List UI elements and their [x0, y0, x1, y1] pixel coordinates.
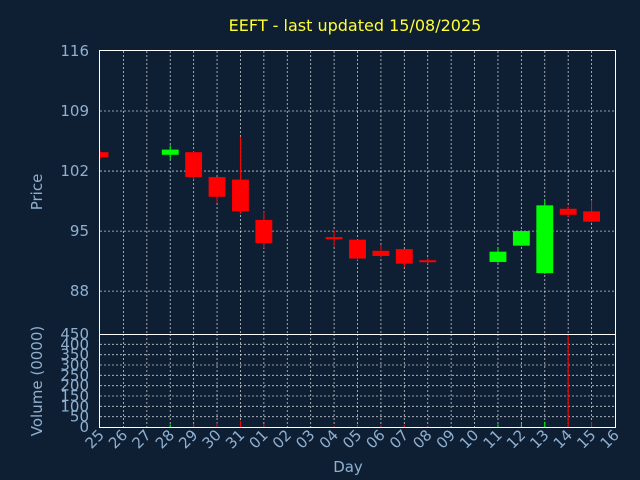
- price-tick-label: 88: [70, 282, 89, 300]
- x-tick-label: 06: [363, 426, 389, 452]
- candle-body: [559, 208, 577, 215]
- candle-body: [583, 211, 601, 222]
- candle-body: [395, 249, 413, 264]
- x-tick-label: 09: [433, 426, 459, 452]
- x-tick-label: 14: [550, 426, 576, 452]
- candle-body: [536, 205, 554, 274]
- x-tick-label: 08: [409, 426, 435, 452]
- x-tick-label: 13: [526, 426, 552, 452]
- x-tick-label: 05: [339, 426, 365, 452]
- volume-panel-frame: [99, 334, 616, 428]
- x-tick-label: 07: [386, 426, 412, 452]
- x-tick-label: 26: [105, 426, 131, 452]
- volume-tick-label: 450: [60, 325, 89, 343]
- x-tick-label: 10: [456, 426, 482, 452]
- x-tick-label: 01: [245, 426, 271, 452]
- x-tick-label: 11: [480, 426, 506, 452]
- candle-body: [185, 152, 203, 178]
- candle-layer: [99, 136, 601, 274]
- x-tick-label: 28: [152, 426, 178, 452]
- candle-body: [512, 231, 530, 246]
- candle-body: [349, 239, 366, 259]
- volume-tick-label: 350: [60, 346, 89, 364]
- candle-body: [325, 237, 343, 240]
- price-axis-label: Price: [28, 174, 46, 211]
- x-tick-label: 29: [175, 426, 201, 452]
- price-tick-label: 95: [70, 222, 89, 240]
- x-axis-label: Day: [333, 458, 363, 476]
- volume-tick-label: 250: [60, 366, 89, 384]
- candle-body: [100, 152, 109, 158]
- x-tick-label: 15: [573, 426, 599, 452]
- candle-body: [161, 149, 179, 155]
- x-tick-label: 03: [292, 426, 318, 452]
- candle-body: [489, 251, 507, 262]
- x-tick-label: 31: [222, 426, 248, 452]
- volume-layer: [169, 334, 593, 427]
- volume-tick-label: 50: [70, 408, 89, 426]
- candle-body: [372, 250, 390, 256]
- volume-tick-label: 300: [60, 356, 89, 374]
- x-tick-label: 04: [316, 426, 342, 452]
- candle-body: [232, 179, 249, 212]
- volume-axis-label: Volume (0000): [28, 326, 46, 436]
- x-tick-label: 30: [199, 426, 225, 452]
- x-tick-label: 02: [269, 426, 295, 452]
- x-tick-label: 16: [597, 426, 623, 452]
- candle-body: [255, 219, 273, 244]
- volume-tick-label: 0: [79, 418, 89, 436]
- candle-body: [419, 260, 437, 263]
- volume-tick-label: 100: [60, 397, 89, 415]
- volume-tick-label: 400: [60, 335, 89, 353]
- price-tick-label: 116: [60, 42, 89, 60]
- grid-layer: [100, 51, 615, 427]
- candle-body: [208, 177, 226, 197]
- x-tick-label: 27: [128, 426, 154, 452]
- x-tick-label: 12: [503, 426, 529, 452]
- price-tick-label: 109: [60, 102, 89, 120]
- price-tick-label: 102: [60, 162, 89, 180]
- chart-title: EEFT - last updated 15/08/2025: [229, 16, 482, 35]
- volume-tick-label: 150: [60, 387, 89, 405]
- volume-tick-label: 200: [60, 377, 89, 395]
